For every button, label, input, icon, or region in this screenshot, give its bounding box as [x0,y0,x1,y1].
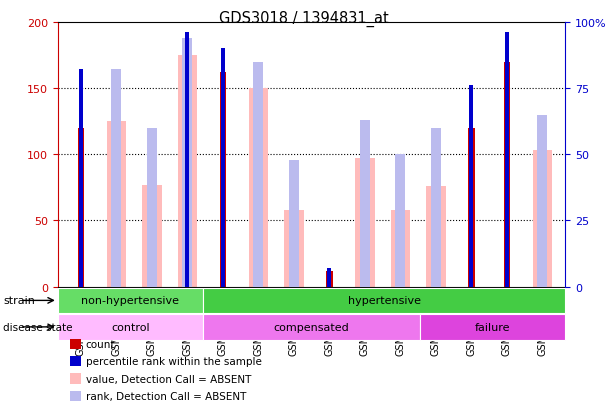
Bar [203,314,420,340]
Bar [142,185,162,287]
Text: control: control [111,322,150,332]
Bar [327,268,331,287]
Bar [58,288,203,313]
Text: count: count [86,339,116,349]
Bar [185,33,190,287]
Bar [249,89,268,287]
Bar [426,187,446,287]
Bar [326,271,333,287]
Bar [355,159,375,287]
Bar [284,210,303,287]
Text: strain: strain [3,296,35,306]
Bar [505,33,509,287]
Bar [182,38,192,287]
Bar [503,62,510,287]
Bar [360,121,370,287]
Bar [420,314,565,340]
Text: value, Detection Call = ABSENT: value, Detection Call = ABSENT [86,374,251,384]
Bar [106,122,126,287]
Bar [58,314,203,340]
Bar [533,151,552,287]
Bar [431,128,441,287]
Bar [219,73,226,287]
Text: percentile rank within the sample: percentile rank within the sample [86,356,261,366]
Bar [469,86,474,287]
Text: disease state: disease state [3,322,72,332]
Bar [178,56,197,287]
Bar [390,210,410,287]
Bar [395,155,406,287]
Bar [111,70,122,287]
Bar [147,128,157,287]
Bar [254,62,263,287]
Text: rank, Detection Call = ABSENT: rank, Detection Call = ABSENT [86,391,246,401]
Bar [78,128,84,287]
Bar [203,288,565,313]
Bar [289,160,299,287]
Bar [537,115,547,287]
Text: hypertensive: hypertensive [348,296,421,306]
Text: GDS3018 / 1394831_at: GDS3018 / 1394831_at [219,10,389,26]
Text: failure: failure [475,322,511,332]
Text: non-hypertensive: non-hypertensive [81,296,179,306]
Text: compensated: compensated [274,322,350,332]
Bar [78,70,83,287]
Bar [468,128,475,287]
Bar [221,49,225,287]
